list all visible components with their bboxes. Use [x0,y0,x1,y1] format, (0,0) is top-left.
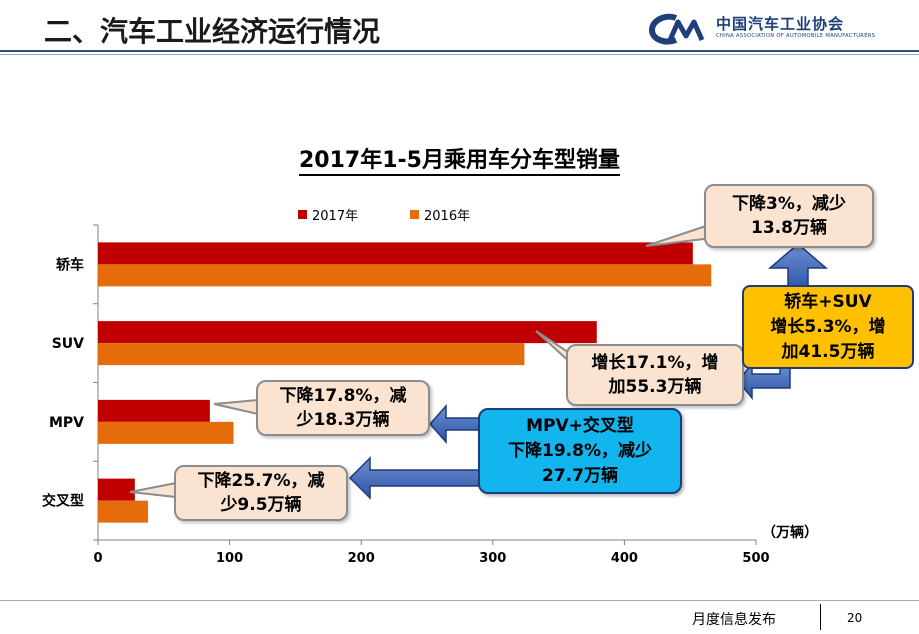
callout-sedan-line2: 13.8万辆 [751,218,827,238]
callout-mpv-line1: 下降17.8%，减 [279,386,407,406]
x-tick-label-300: 300 [479,551,506,566]
legend-label-2016: 2016年 [424,209,471,224]
x-tick-label-500: 500 [742,551,769,566]
callout-sedan-pointer [645,224,714,247]
callout-mpv-pointer [213,398,259,416]
page-title: 二、汽车工业经济运行情况 [44,15,381,48]
arrow-to-suv-icon [737,361,791,401]
page-number: 20 [847,611,863,625]
header-divider-thin [0,54,919,55]
callout-sedan-suv: 轿车+SUV 增长5.3%，增 加41.5万辆 [742,285,914,369]
callout-crossover-pointer [129,481,177,499]
x-unit-label: （万辆） [762,524,818,541]
callout-suv: 增长17.1%，增 加55.3万辆 [566,344,744,406]
bar-2017年-MPV [98,399,210,422]
bar-2016年-MPV [98,421,234,444]
arrow-to-mpv-icon [428,404,481,444]
category-label-0: 轿车 [56,256,84,273]
bar-2017年-轿车 [98,242,693,265]
bar-2017年-SUV [98,321,597,344]
legend-swatch-2016 [410,210,419,219]
x-tick-label-200: 200 [348,551,375,566]
category-label-1: SUV [52,336,84,352]
x-tick-label-400: 400 [611,551,638,566]
callout-mpv: 下降17.8%，减 少18.3万辆 [256,380,430,436]
callout-sedan-suv-line3: 加41.5万辆 [781,341,875,362]
footer-text: 月度信息发布 [692,612,776,628]
callout-sedan-suv-line1: 轿车+SUV [784,291,872,312]
callout-mpv-crossover: MPV+交叉型 下降19.8%，减少 27.7万辆 [478,408,682,494]
category-label-3: 交叉型 [42,493,84,510]
arrow-to-crossover-icon [348,456,481,500]
callout-mpv-crossover-line2: 下降19.8%，减少 [508,440,652,461]
callout-sedan-line1: 下降3%，减少 [732,194,846,214]
header-divider [0,50,919,52]
callout-mpv-crossover-line3: 27.7万辆 [542,465,618,486]
footer-separator [820,604,821,630]
callout-crossover-line2: 少9.5万辆 [220,495,302,515]
legend-swatch-2017 [298,210,307,219]
legend-item-2017: 2017年 [298,205,358,224]
bar-2017年-交叉型 [98,478,135,501]
callout-sedan-suv-line2: 增长5.3%，增 [770,316,886,337]
bar-2016年-SUV [98,343,525,366]
chart-title: 2017年1-5月乘用车分车型销量 [0,142,919,176]
bar-chart: 轿车 SUV MPV 交叉型 0 100 200 300 400 500 （万辆） [42,224,829,566]
footer-divider [0,600,919,601]
arrow-to-sedan-icon [767,243,829,291]
logo-text-en: CHINA ASSOCIATION OF AUTOMOBILE MANUFACT… [716,33,876,39]
legend-label-2017: 2017年 [312,209,359,224]
callout-suv-line1: 增长17.1%，增 [591,353,719,373]
callout-sedan: 下降3%，减少 13.8万辆 [704,184,874,248]
callout-crossover: 下降25.7%，减 少9.5万辆 [174,465,348,521]
x-tick-label-100: 100 [216,551,243,566]
x-tick-label-0: 0 [93,551,102,566]
bar-2016年-轿车 [98,264,712,287]
callout-suv-line2: 加55.3万辆 [608,377,702,397]
callout-mpv-line2: 少18.3万辆 [296,410,390,430]
legend-item-2016: 2016年 [410,205,470,224]
logo-text-cn: 中国汽车工业协会 [716,15,845,33]
callout-mpv-crossover-line1: MPV+交叉型 [526,415,634,436]
caam-logo-icon [648,13,705,45]
callout-crossover-line1: 下降25.7%，减 [197,471,325,491]
category-label-2: MPV [49,415,84,431]
bar-2016年-交叉型 [98,500,149,523]
